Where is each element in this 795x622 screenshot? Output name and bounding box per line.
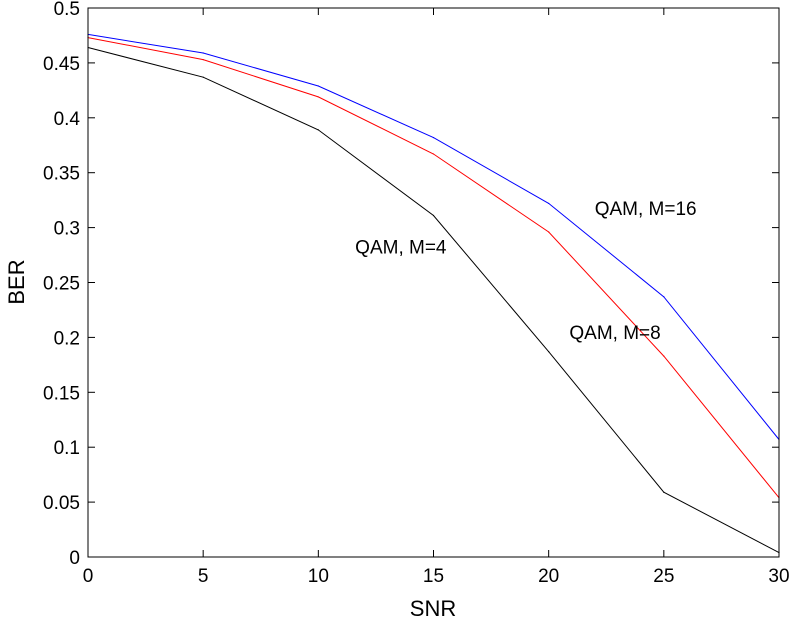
y-tick-label: 0.25 [43,274,80,295]
series-layer [87,33,780,554]
y-tick-label: 0.2 [54,328,80,349]
x-tick-label: 20 [538,566,559,587]
series-annotation: QAM, M=16 [595,199,697,220]
data-point-qam-m-8 [663,355,665,357]
y-tick-label: 0.4 [54,109,81,130]
series-annotation: QAM, M=8 [569,323,660,344]
y-tick-label: 0.45 [43,54,80,75]
x-tick-label: 30 [768,566,789,587]
plot-area [88,8,779,557]
x-tick-label: 0 [83,566,94,587]
data-point-qam-m-4 [548,351,550,353]
x-tick-label: 25 [653,566,674,587]
x-axis-label: SNR [410,596,456,621]
data-point-qam-m-4 [432,214,435,217]
y-tick-label: 0.05 [43,493,80,514]
data-point-qam-m-8 [432,153,435,155]
series-annotation: QAM, M=4 [355,237,447,258]
y-tick-label: 0.15 [43,383,80,404]
y-axis-label: BER [4,259,29,304]
y-tick-label: 0 [69,548,80,569]
y-tick-label: 0.1 [54,438,80,459]
data-point-qam-m-16 [548,202,550,205]
annotation-layer: QAM, M=16 QAM, M=8 QAM, M=4 [355,199,696,344]
data-point-qam-m-16 [663,296,665,298]
x-tick-label: 15 [423,566,444,587]
y-tick-label: 0.3 [54,219,80,240]
tick-layer: 0 5 10 15 20 25 30 0 0.05 0.1 0.15 0.2 0.25 0.3 0.35 0.… [43,0,790,587]
y-tick-label: 0.35 [43,164,80,185]
data-point-qam-m-8 [202,59,204,61]
data-point-qam-m-4 [202,76,204,78]
data-point-qam-m-4 [663,491,665,493]
data-point-qam-m-4 [317,129,319,131]
y-tick-label: 0.5 [54,0,80,20]
data-point-qam-m-8 [548,231,550,233]
x-tick-label: 10 [308,566,329,587]
data-point-qam-m-8 [317,96,319,98]
x-tick-label: 5 [198,566,209,587]
data-point-qam-m-16 [317,85,319,87]
data-point-qam-m-16 [202,52,204,54]
data-point-qam-m-16 [432,136,435,139]
